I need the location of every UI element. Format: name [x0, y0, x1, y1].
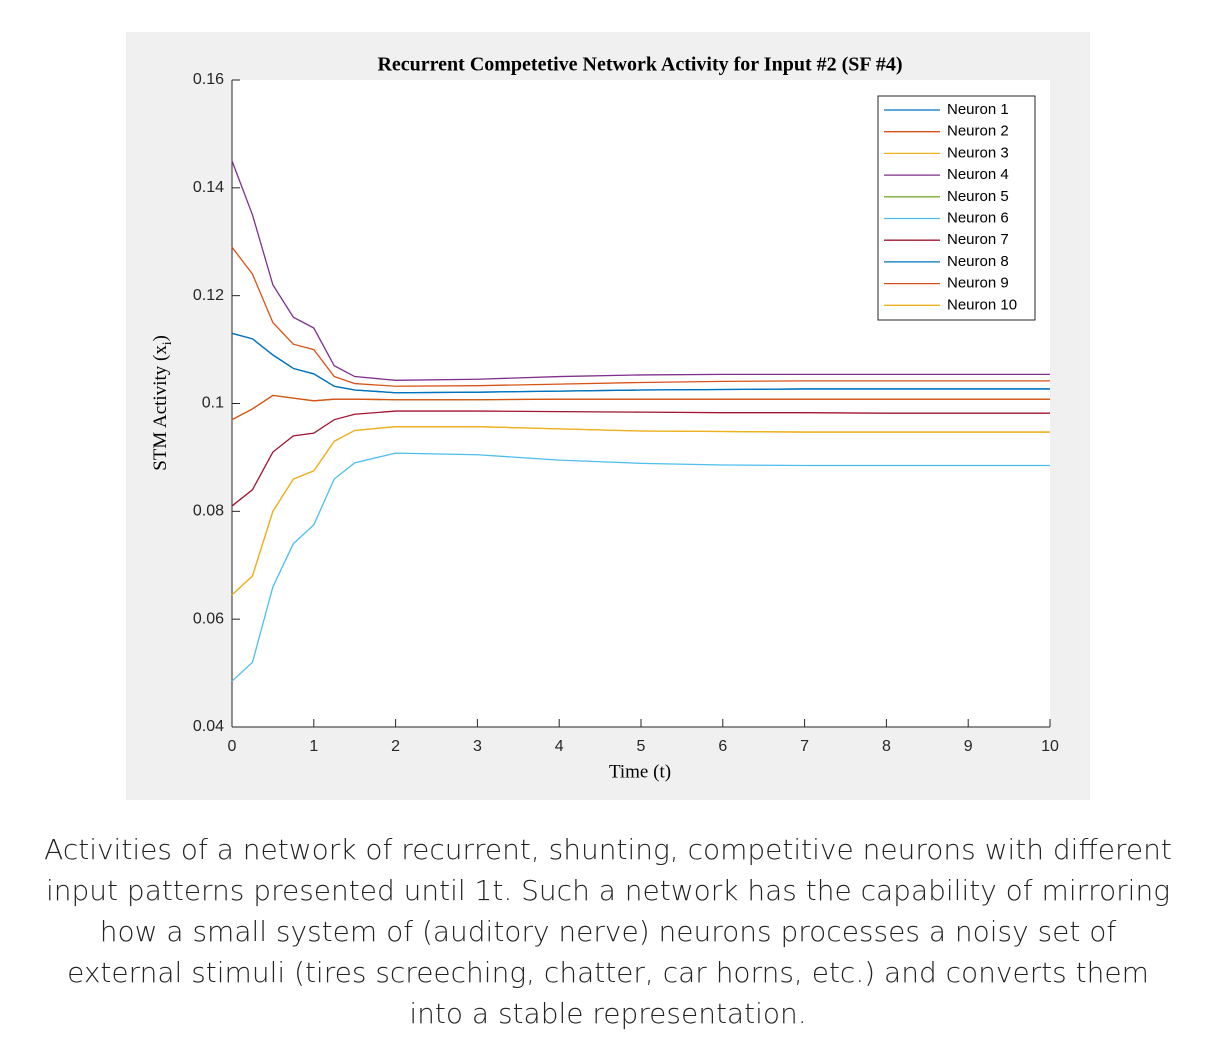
caption-line: input patterns presented until 1t. Such … [46, 874, 1170, 907]
legend-box [877, 95, 1036, 321]
legend-label: Neuron 7 [947, 231, 1009, 248]
legend-label: Neuron 1 [947, 101, 1009, 118]
series-line [231, 394, 1050, 421]
x-tick-label: 7 [800, 738, 809, 755]
x-tick-label: 0 [228, 738, 237, 755]
legend-label: Neuron 5 [947, 188, 1009, 205]
y-label-suffix: ) [150, 335, 171, 341]
series-line [231, 160, 1050, 381]
caption: Activities of a network of recurrent, sh… [44, 833, 1172, 1030]
caption-line: how a small system of (auditory nerve) n… [100, 915, 1117, 948]
y-tick-label: 0.14 [193, 179, 224, 196]
y-tick-label: 0.12 [193, 287, 224, 304]
caption-line: Activities of a network of recurrent, sh… [44, 833, 1172, 866]
caption-line: into a stable representation. [409, 997, 806, 1030]
legend-label: Neuron 3 [947, 144, 1009, 161]
x-tick-label: 6 [718, 738, 727, 755]
series-line [231, 410, 1050, 507]
legend-label: Neuron 2 [947, 123, 1009, 140]
y-label-subscript: i [159, 341, 174, 345]
legend-label: Neuron 9 [947, 275, 1009, 292]
x-tick-label: 3 [473, 738, 482, 755]
x-tick-label: 8 [882, 738, 891, 755]
series-line [231, 246, 1050, 387]
chart-title: Recurrent Competetive Network Activity f… [377, 54, 902, 76]
x-tick-label: 1 [309, 738, 318, 755]
y-tick-label: 0.08 [193, 503, 224, 520]
legend-label: Neuron 10 [947, 296, 1017, 313]
legend-label: Neuron 8 [947, 253, 1009, 270]
y-label-text: STM Activity (x [150, 345, 171, 471]
series-line [231, 332, 1050, 394]
y-tick-label: 0.16 [193, 71, 224, 88]
x-tick-label: 10 [1041, 738, 1059, 755]
series-line [231, 426, 1050, 596]
x-tick-label: 4 [555, 738, 564, 755]
y-tick-label: 0.06 [193, 610, 224, 627]
caption-line: external stimuli (tires screeching, chat… [67, 956, 1149, 989]
series-line [231, 452, 1050, 682]
y-tick-label: 0.04 [193, 718, 224, 735]
x-tick-label: 5 [637, 738, 646, 755]
x-tick-label: 9 [964, 738, 973, 755]
legend-label: Neuron 4 [947, 166, 1009, 183]
y-axis-label: STM Activity (xi) [150, 335, 174, 471]
legend-label: Neuron 6 [947, 209, 1009, 226]
x-tick-label: 2 [391, 738, 400, 755]
x-axis-label: Time (t) [609, 761, 671, 782]
y-tick-label: 0.1 [202, 395, 224, 412]
